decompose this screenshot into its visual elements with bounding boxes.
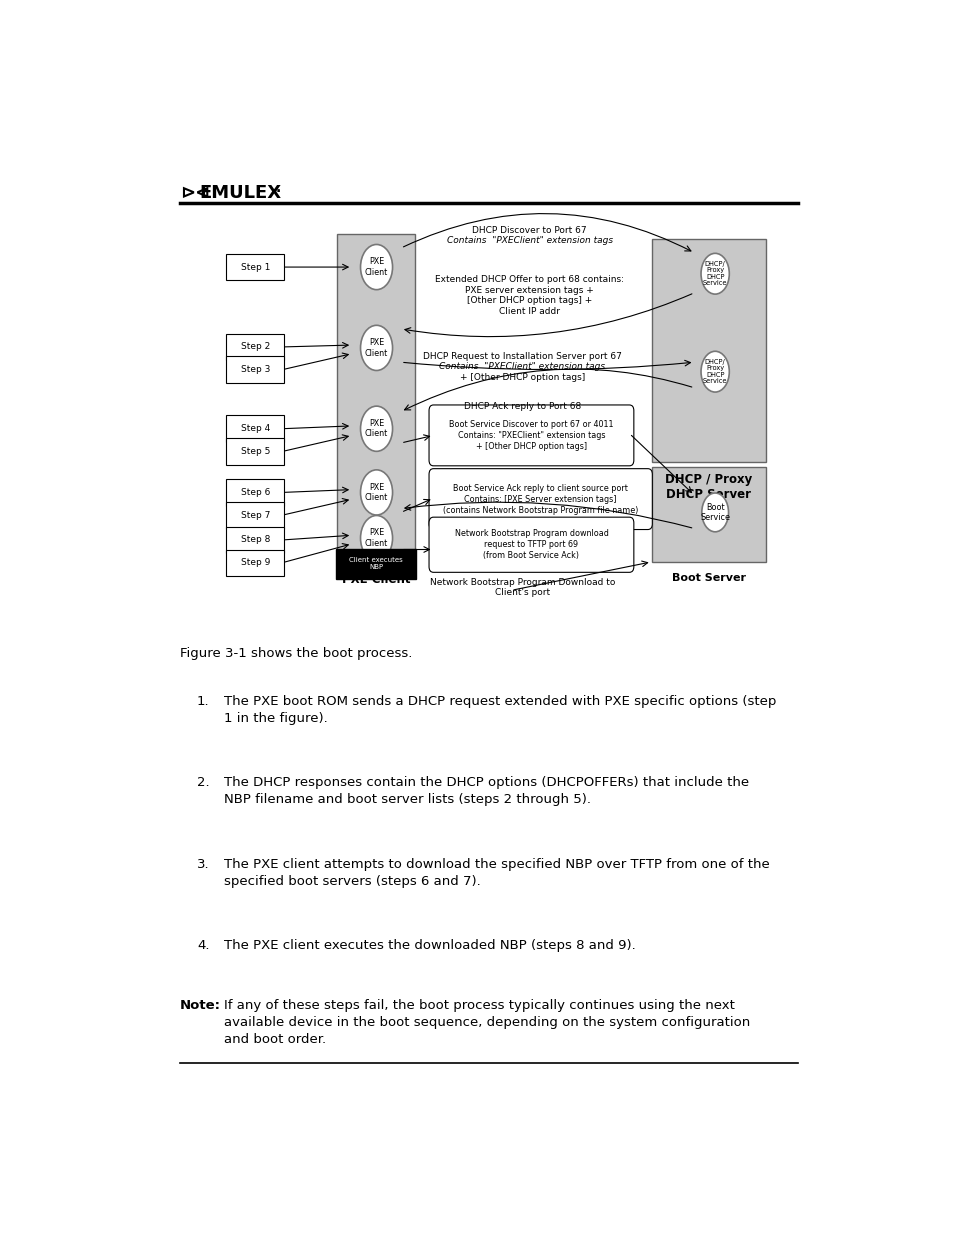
Text: The PXE client executes the downloaded NBP (steps 8 and 9).: The PXE client executes the downloaded N… bbox=[224, 940, 636, 952]
Text: Network Bootstrap Program download
request to TFTP port 69
(from Boot Service Ac: Network Bootstrap Program download reque… bbox=[454, 529, 608, 561]
Text: Step 1: Step 1 bbox=[240, 263, 270, 272]
FancyBboxPatch shape bbox=[226, 438, 284, 464]
Text: DHCP / Proxy
DHCP Server: DHCP / Proxy DHCP Server bbox=[664, 473, 752, 501]
Text: 2.: 2. bbox=[196, 776, 210, 789]
Text: Step 5: Step 5 bbox=[240, 447, 270, 456]
Text: The PXE boot ROM sends a DHCP request extended with PXE specific options (step
1: The PXE boot ROM sends a DHCP request ex… bbox=[224, 694, 776, 725]
Ellipse shape bbox=[360, 325, 392, 370]
FancyBboxPatch shape bbox=[226, 333, 284, 361]
Text: Client executes
NBP: Client executes NBP bbox=[349, 557, 402, 571]
FancyBboxPatch shape bbox=[429, 468, 652, 530]
FancyBboxPatch shape bbox=[226, 479, 284, 506]
Text: Network Bootstrap Program Download to: Network Bootstrap Program Download to bbox=[429, 578, 615, 587]
Text: Contains  "PXEClient" extension tags: Contains "PXEClient" extension tags bbox=[446, 236, 612, 246]
Text: PXE
Client: PXE Client bbox=[365, 419, 388, 438]
Text: Client's port: Client's port bbox=[494, 588, 549, 598]
Text: + [Other DHCP option tags]: + [Other DHCP option tags] bbox=[459, 373, 584, 382]
Text: Step 6: Step 6 bbox=[240, 488, 270, 496]
Ellipse shape bbox=[700, 351, 728, 391]
Text: ⊳⊲: ⊳⊲ bbox=[180, 184, 210, 201]
Text: If any of these steps fail, the boot process typically continues using the next
: If any of these steps fail, the boot pro… bbox=[224, 999, 750, 1046]
Text: Figure 3-1 shows the boot process.: Figure 3-1 shows the boot process. bbox=[180, 647, 412, 661]
Text: Step 8: Step 8 bbox=[240, 536, 270, 545]
Text: PXE
Client: PXE Client bbox=[365, 257, 388, 277]
Ellipse shape bbox=[700, 253, 728, 294]
Bar bbox=[651, 467, 765, 562]
Text: DHCP Request to Installation Server port 67: DHCP Request to Installation Server port… bbox=[422, 352, 621, 361]
Text: Step 4: Step 4 bbox=[240, 425, 270, 433]
Text: DHCP/
Proxy
DHCP
Service: DHCP/ Proxy DHCP Service bbox=[702, 359, 726, 384]
FancyBboxPatch shape bbox=[226, 253, 284, 280]
Text: EMULEX: EMULEX bbox=[199, 184, 281, 201]
Text: PXE
Client: PXE Client bbox=[365, 529, 388, 548]
Text: The PXE client attempts to download the specified NBP over TFTP from one of the
: The PXE client attempts to download the … bbox=[224, 857, 769, 888]
Text: PXE server extension tags +: PXE server extension tags + bbox=[465, 285, 594, 295]
Text: Step 9: Step 9 bbox=[240, 558, 270, 567]
Text: Boot
Service: Boot Service bbox=[700, 503, 729, 522]
Text: Step 2: Step 2 bbox=[240, 342, 270, 352]
FancyBboxPatch shape bbox=[429, 405, 633, 466]
Text: [Other DHCP option tags] +: [Other DHCP option tags] + bbox=[466, 296, 592, 305]
Text: Contains  "PXEClient" extension tags: Contains "PXEClient" extension tags bbox=[438, 362, 604, 372]
Text: PXE
Client: PXE Client bbox=[365, 338, 388, 358]
Ellipse shape bbox=[360, 515, 392, 561]
FancyBboxPatch shape bbox=[226, 526, 284, 553]
Text: DHCP Ack reply to Port 68: DHCP Ack reply to Port 68 bbox=[463, 403, 580, 411]
Text: PXE Client: PXE Client bbox=[341, 573, 410, 587]
Text: Boot Server: Boot Server bbox=[671, 573, 745, 583]
Text: PXE
Client: PXE Client bbox=[365, 483, 388, 503]
FancyBboxPatch shape bbox=[226, 550, 284, 576]
Text: The DHCP responses contain the DHCP options (DHCPOFFERs) that include the
NBP fi: The DHCP responses contain the DHCP opti… bbox=[224, 776, 748, 806]
Ellipse shape bbox=[701, 493, 728, 532]
Text: DHCP Discover to Port 67: DHCP Discover to Port 67 bbox=[472, 226, 586, 235]
Text: ·: · bbox=[275, 185, 281, 199]
FancyBboxPatch shape bbox=[335, 548, 416, 579]
Bar bbox=[651, 238, 765, 462]
Bar bbox=[337, 233, 415, 562]
FancyBboxPatch shape bbox=[429, 517, 633, 572]
Text: Step 7: Step 7 bbox=[240, 511, 270, 520]
FancyBboxPatch shape bbox=[226, 415, 284, 442]
Text: 1.: 1. bbox=[196, 694, 210, 708]
Text: DHCP/
Proxy
DHCP
Service: DHCP/ Proxy DHCP Service bbox=[702, 261, 726, 287]
Text: Note:: Note: bbox=[180, 999, 221, 1011]
Ellipse shape bbox=[360, 469, 392, 515]
Text: Boot Service Ack reply to client source port
Contains: [PXE Server extension tag: Boot Service Ack reply to client source … bbox=[442, 483, 638, 515]
Text: Client IP addr: Client IP addr bbox=[498, 306, 559, 316]
Text: 3.: 3. bbox=[196, 857, 210, 871]
Text: 4.: 4. bbox=[196, 940, 209, 952]
Ellipse shape bbox=[360, 245, 392, 290]
Text: Boot Service Discover to port 67 or 4011
Contains: "PXEClient" extension tags
+ : Boot Service Discover to port 67 or 4011… bbox=[449, 420, 613, 451]
Text: Extended DHCP Offer to port 68 contains:: Extended DHCP Offer to port 68 contains: bbox=[435, 275, 623, 284]
FancyBboxPatch shape bbox=[226, 501, 284, 529]
Text: Step 3: Step 3 bbox=[240, 366, 270, 374]
Ellipse shape bbox=[360, 406, 392, 451]
FancyBboxPatch shape bbox=[226, 357, 284, 383]
